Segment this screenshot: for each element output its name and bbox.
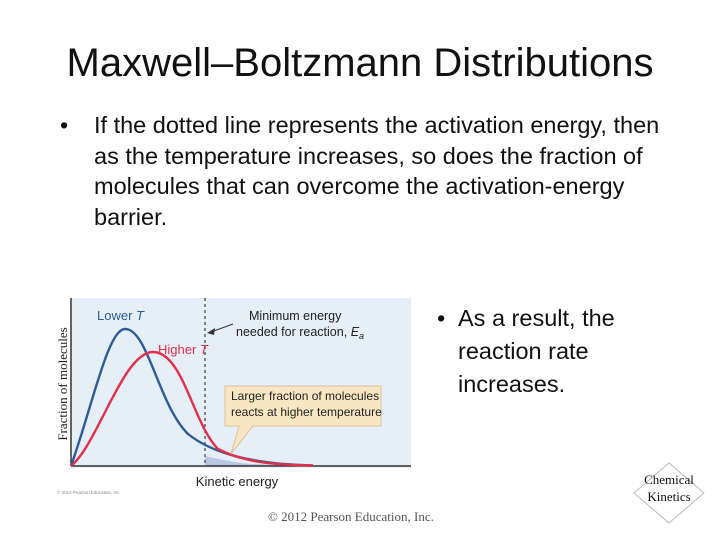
min-energy-label-line-2: needed for reaction, Ea (236, 325, 364, 341)
maxwell-boltzmann-figure: Fraction of molecules Kinetic energy Low… (53, 294, 433, 496)
callout-line-2: reacts at higher temperature (231, 405, 382, 419)
x-axis-label: Kinetic energy (196, 474, 279, 489)
copyright-footer: © 2012 Pearson Education, Inc. (268, 509, 434, 524)
badge-line-1: Chemical (644, 472, 694, 487)
higher-t-curve (70, 350, 314, 467)
higher-t-label: Higher T (158, 342, 209, 357)
callout-line-1: Larger fraction of molecules (231, 389, 379, 403)
figure-credit: © 2012 Pearson Education, Inc. (57, 489, 121, 495)
badge-line-2: Kinetics (647, 489, 691, 504)
bullet-text: As a result, the reaction rate increases… (458, 305, 615, 397)
badge-frame (633, 462, 705, 524)
bullet-glyph: • (437, 305, 446, 331)
bullet-glyph: • (60, 112, 69, 138)
slide-title: Maxwell–Boltzmann Distributions (66, 41, 654, 85)
activation-shaded-region (205, 456, 303, 466)
bullet-activation-energy: • If the dotted line represents the acti… (60, 110, 660, 232)
min-energy-label-line-1: Minimum energy (249, 309, 342, 323)
distribution-diagram: Fraction of molecules Kinetic energy Low… (55, 298, 411, 495)
callout-joint (240, 424, 252, 427)
min-energy-arrowhead (207, 328, 215, 335)
y-axis-label: Fraction of molecules (55, 327, 70, 440)
bullet-text: If the dotted line represents the activa… (94, 112, 660, 230)
chapter-badge: Chemical Kinetics (633, 462, 705, 524)
min-energy-pointer (210, 323, 234, 333)
lower-t-label: Lower T (97, 308, 145, 323)
callout-box (224, 385, 382, 427)
bullet-reaction-rate: • As a result, the reaction rate increas… (437, 302, 697, 401)
